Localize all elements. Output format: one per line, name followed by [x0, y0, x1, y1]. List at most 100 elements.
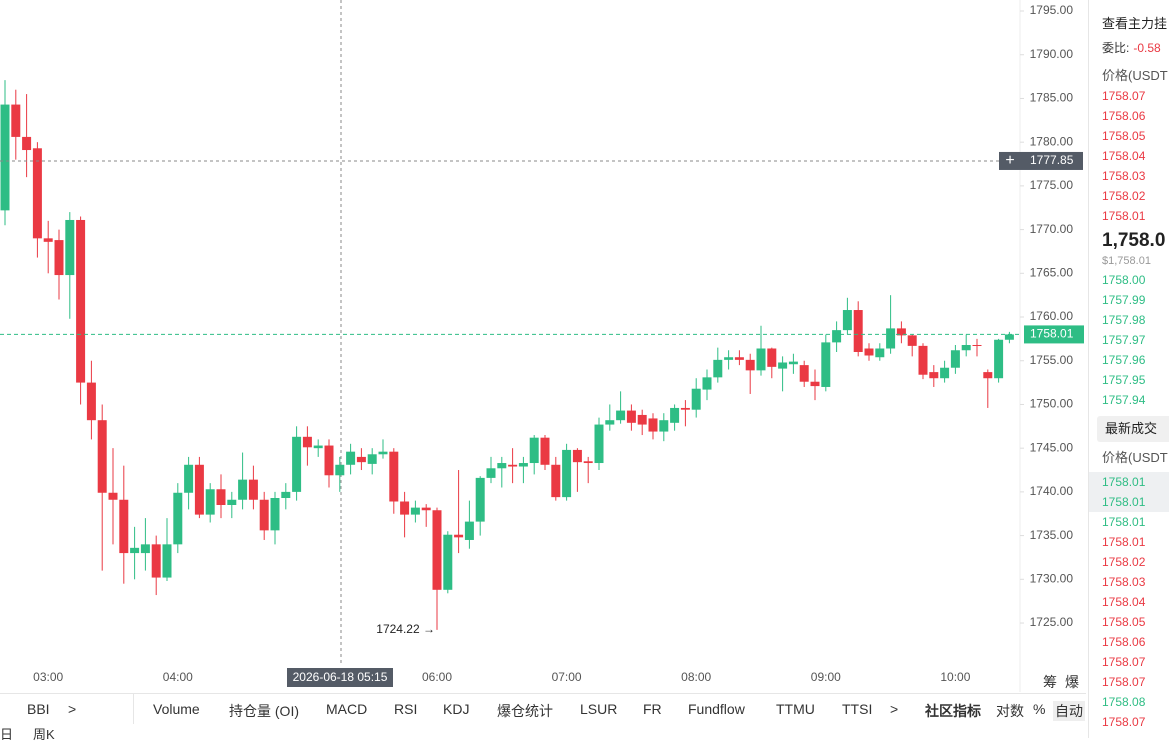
y-tick-label: 1725.00 — [1030, 615, 1074, 629]
candle-body — [864, 348, 874, 356]
trades-header: 价格(USDT — [1102, 450, 1168, 465]
ask-price: 1758.03 — [1102, 169, 1146, 183]
candle-body — [119, 499, 129, 554]
indicator-tab[interactable]: FR — [643, 701, 662, 717]
indicator-tab[interactable]: KDJ — [443, 701, 470, 717]
candle-body — [65, 219, 75, 276]
ask-price: 1758.06 — [1102, 109, 1146, 123]
chart-option[interactable]: 对数 — [996, 703, 1024, 719]
mid-price: 1,758.0 — [1102, 230, 1166, 251]
trade-price: 1758.02 — [1102, 555, 1146, 569]
candle-body — [356, 456, 366, 463]
candle-body — [32, 148, 42, 239]
candle-body — [605, 420, 615, 425]
candle-body — [907, 335, 917, 346]
candle-body — [713, 359, 723, 378]
chart: 2026-06-18 05:15 1725.00 1730.00 1735.00 17… — [0, 0, 1084, 692]
last-price-box — [1024, 325, 1084, 344]
y-tick-label: 1730.00 — [1030, 571, 1074, 585]
candle-body — [76, 219, 86, 383]
indicator-tab[interactable]: LSUR — [580, 701, 618, 717]
bid-price: 1757.99 — [1102, 293, 1146, 307]
separator — [133, 694, 134, 724]
ratio-row: 委比: -0.58 — [1089, 38, 1169, 58]
ask-price: 1758.07 — [1102, 89, 1146, 103]
trade-price: 1758.01 — [1089, 492, 1169, 512]
candle-body — [281, 491, 291, 499]
x-tick-label: 06:00 — [422, 670, 452, 684]
y-tick-label: 1740.00 — [1030, 484, 1074, 498]
candle-body — [702, 377, 712, 390]
candle-body — [886, 328, 896, 349]
toolbar-left[interactable]: BBI — [27, 701, 50, 717]
indicator-tab[interactable]: Volume — [153, 701, 200, 717]
trade-price: 1758.07 — [1102, 715, 1146, 729]
indicator-tab[interactable]: TTSI — [842, 701, 873, 717]
candle-body — [432, 510, 442, 590]
candle-body — [518, 463, 528, 467]
candle-body — [54, 240, 64, 276]
chart-option[interactable]: % — [1033, 701, 1046, 717]
indicator-tab[interactable]: RSI — [394, 701, 418, 717]
y-tick-label: 1775.00 — [1030, 178, 1074, 192]
panel-icons — [1089, 0, 1169, 14]
candle-body — [313, 445, 323, 449]
y-tick-label: 1780.00 — [1030, 134, 1074, 148]
candle-body — [205, 489, 215, 515]
indicator-tab[interactable]: MACD — [326, 701, 368, 717]
indicator-tab[interactable]: > — [890, 701, 899, 717]
candle-body — [389, 451, 399, 502]
y-tick-label: 1765.00 — [1030, 265, 1074, 279]
candle-body — [670, 407, 680, 423]
x-tick-label: 10:00 — [940, 670, 970, 684]
crosshair-price-label: 1777.85 — [1030, 153, 1074, 167]
candle-body — [832, 330, 842, 343]
ask-price: 1758.05 — [1102, 129, 1146, 143]
corner-tool[interactable]: 筹 — [1043, 674, 1057, 690]
candle-body — [292, 436, 302, 492]
bid-price: 1757.97 — [1102, 333, 1146, 347]
chart-option[interactable]: 自动 — [1053, 701, 1085, 721]
candle-body — [1004, 334, 1014, 340]
corner-tool[interactable]: 爆 — [1065, 674, 1079, 690]
candle-body — [0, 104, 10, 211]
bid-price: 1757.96 — [1102, 353, 1146, 367]
candle-body — [108, 492, 118, 500]
candle-body — [551, 464, 561, 498]
candle-body — [43, 238, 53, 242]
indicator-tab[interactable]: 爆仓统计 — [497, 703, 553, 719]
candle-body — [97, 420, 107, 493]
candle-body — [734, 357, 744, 360]
ask-price: 1758.02 — [1102, 189, 1146, 203]
price-header: 价格(USDT — [1102, 68, 1168, 83]
candle-body — [572, 449, 582, 463]
y-tick-label: 1750.00 — [1030, 397, 1074, 411]
indicator-tab[interactable]: TTMU — [776, 701, 815, 717]
candle-body — [184, 464, 194, 493]
indicator-tab[interactable]: Fundflow — [688, 701, 745, 717]
trade-price: 1758.04 — [1102, 595, 1146, 609]
y-tick-label: 1755.00 — [1030, 353, 1074, 367]
community-indicators[interactable]: 社区指标 — [925, 703, 981, 719]
candle-body — [367, 454, 377, 464]
candle-body — [248, 479, 258, 500]
timeframe-tab[interactable]: 周K — [33, 727, 55, 742]
candle-body — [497, 463, 507, 469]
gap — [1089, 58, 1169, 66]
bid-price: 1757.98 — [1102, 313, 1146, 327]
trade-price: 1758.03 — [1102, 575, 1146, 589]
candle-body — [853, 310, 863, 352]
indicator-tab[interactable]: 持仓量 (OI) — [229, 703, 299, 719]
trade-price: 1758.05 — [1102, 615, 1146, 629]
y-tick-label: 1795.00 — [1030, 3, 1074, 17]
candle-body — [259, 499, 269, 531]
candle-body — [475, 477, 485, 522]
toolbar-left[interactable]: > — [68, 701, 77, 717]
trades-tab[interactable]: 最新成交 — [1097, 416, 1169, 442]
candle-body — [810, 381, 820, 387]
bid-price: 1757.95 — [1102, 373, 1146, 387]
timeframe-tab[interactable]: 日 — [0, 727, 14, 742]
trade-price: 1758.01 — [1089, 472, 1169, 492]
ask-price: 1758.04 — [1102, 149, 1146, 163]
